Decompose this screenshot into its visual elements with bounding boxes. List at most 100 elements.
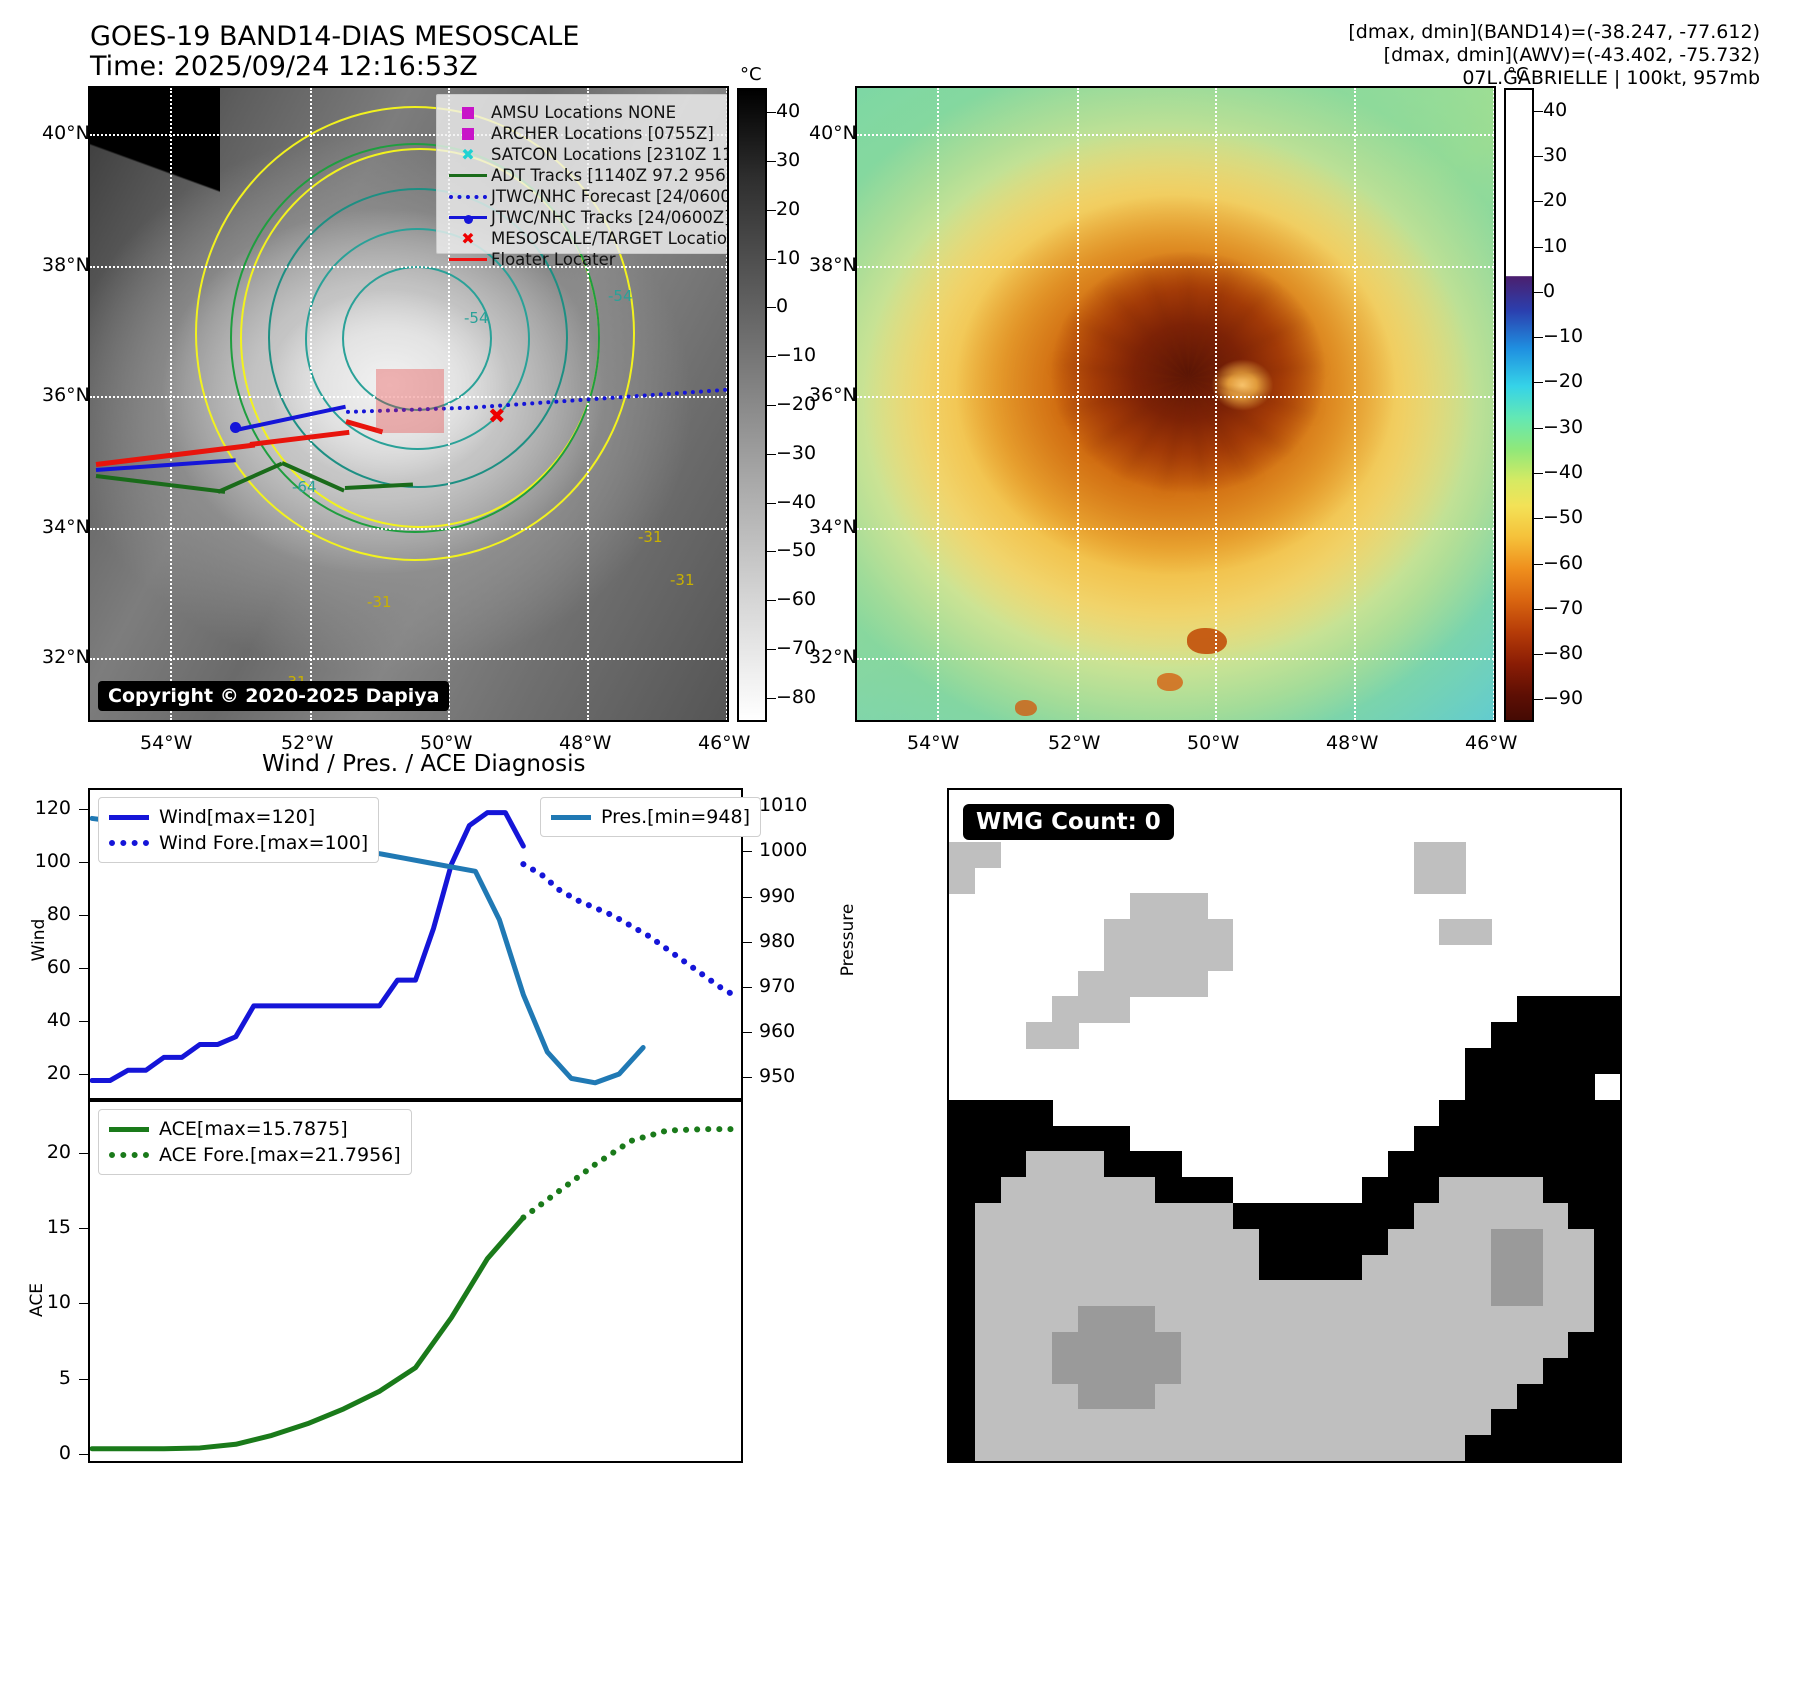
awv-lon-label-50: 50°W xyxy=(1187,732,1240,754)
wmg-cell xyxy=(1542,1073,1569,1101)
ir-gridline-lat-40 xyxy=(90,134,727,136)
axis-tick xyxy=(79,1020,88,1022)
wmg-cell xyxy=(1026,1435,1053,1461)
contour-ring-teal-inner xyxy=(305,228,530,450)
wmg-cell xyxy=(1232,1306,1260,1333)
ir-lat-label-34: 34°N xyxy=(42,516,90,538)
wmg-cell xyxy=(1258,1331,1286,1359)
awv-satellite-panel[interactable] xyxy=(855,86,1496,722)
colorbar-tick-label: −10 xyxy=(776,344,817,367)
legend-label-archer: ARCHER Locations [0755Z] xyxy=(491,124,714,143)
wmg-cell xyxy=(1336,1357,1363,1385)
wmg-cell xyxy=(1155,1202,1182,1230)
wmg-cell xyxy=(1026,1331,1053,1359)
wind-line-icon xyxy=(109,814,159,820)
wmg-cell xyxy=(949,1357,976,1385)
wmg-cell xyxy=(1516,1151,1544,1178)
wmg-cell xyxy=(1103,1383,1131,1410)
axis-tick-label: 5 xyxy=(58,1366,71,1389)
axis-tick xyxy=(79,1073,88,1075)
wmg-cell xyxy=(1103,1357,1131,1385)
wmg-cell xyxy=(1207,919,1234,946)
satcon-x-icon: ✖ xyxy=(461,144,475,164)
wmg-cell xyxy=(1439,1331,1466,1359)
wmg-cell xyxy=(1310,1409,1337,1436)
awv-gridline-lat-36 xyxy=(857,396,1494,398)
wmg-cell xyxy=(1026,1409,1053,1436)
wmg-cell xyxy=(1542,1151,1569,1178)
wmg-cell xyxy=(1594,1202,1620,1230)
colorbar-tick-label: 10 xyxy=(776,246,801,269)
wmg-cell xyxy=(1052,1151,1079,1178)
wmg-cell xyxy=(1129,1409,1157,1436)
colorbar-tick xyxy=(1534,472,1543,474)
wmg-cell xyxy=(1490,1177,1518,1204)
wmg-cell xyxy=(1078,1280,1105,1307)
wmg-cell xyxy=(1516,1202,1544,1230)
wmg-cell xyxy=(974,1280,1002,1307)
wmg-cell xyxy=(1542,1383,1569,1410)
wmg-cell xyxy=(1052,1357,1079,1385)
axis-tick-label: 950 xyxy=(759,1065,796,1088)
wmg-cell xyxy=(1465,1331,1492,1359)
wmg-cell xyxy=(1439,1125,1466,1152)
awv-blob-2 xyxy=(1157,673,1183,691)
colorbar-tick xyxy=(1534,291,1543,293)
pressure-line-icon xyxy=(551,814,601,820)
wmg-cell xyxy=(1542,1435,1569,1461)
colorbar-tick-label: 20 xyxy=(776,197,801,220)
wmg-cell xyxy=(974,1099,1002,1127)
wmg-cell xyxy=(1310,1383,1337,1410)
jtwc-track-point xyxy=(230,422,241,433)
ir-satellite-panel[interactable]: -54 -54 -64 -31 -31 -31 -31 ✖ AMSU Locat… xyxy=(88,86,729,722)
wmg-cell xyxy=(1155,1228,1182,1256)
wmg-cell xyxy=(949,1254,976,1281)
wmg-cell xyxy=(1336,1254,1363,1281)
wmg-cell xyxy=(1413,1151,1440,1178)
wmg-cell xyxy=(1232,1409,1260,1436)
colorbar-tick xyxy=(767,356,776,358)
wmg-cell xyxy=(1284,1228,1311,1256)
wmg-cell xyxy=(1465,1228,1492,1256)
wmg-cell xyxy=(1000,1177,1028,1204)
wmg-cell xyxy=(1232,1435,1260,1461)
wmg-cell xyxy=(1568,1383,1595,1410)
wmg-cell xyxy=(1207,1435,1234,1461)
legend-label-wind-forecast: Wind Fore.[max=100] xyxy=(159,832,369,854)
wmg-cell xyxy=(949,1435,976,1461)
wmg-cell xyxy=(1490,1254,1518,1281)
wmg-cell xyxy=(1155,1409,1182,1436)
wmg-cell xyxy=(1232,1331,1260,1359)
wmg-cell xyxy=(1568,1254,1595,1281)
wmg-cell xyxy=(1155,1435,1182,1461)
wmg-cell xyxy=(1387,1151,1415,1178)
wmg-cell xyxy=(1516,996,1544,1023)
wmg-cell xyxy=(1439,1435,1466,1461)
wmg-cell xyxy=(1387,1409,1415,1436)
wmg-cell xyxy=(1026,1202,1053,1230)
wmg-cell xyxy=(1516,1435,1544,1461)
contour-label-64: -64 xyxy=(292,478,317,496)
wmg-cell xyxy=(1516,1228,1544,1256)
wmg-cell xyxy=(1052,1409,1079,1436)
wmg-cell xyxy=(1413,1383,1440,1410)
series-line xyxy=(90,810,526,1084)
wmg-cell xyxy=(1516,1125,1544,1152)
colorbar-tick-label: −40 xyxy=(776,490,817,513)
wmg-cell xyxy=(1078,1228,1105,1256)
ir-lon-label-52: 52°W xyxy=(281,732,334,754)
wmg-cell xyxy=(1026,1254,1053,1281)
colorbar-tick xyxy=(767,551,776,553)
colorbar-tick-label: −30 xyxy=(1543,415,1584,438)
awv-blob-3 xyxy=(1015,700,1037,716)
wmg-cell xyxy=(1181,1202,1208,1230)
wmg-cell xyxy=(1232,1357,1260,1385)
wmg-mosaic-panel[interactable]: WMG Count: 0 xyxy=(947,788,1622,1463)
awv-lat-label-40: 40°N xyxy=(809,122,857,144)
axis-tick-label: 20 xyxy=(46,1061,71,1084)
wmg-cell xyxy=(1542,1280,1569,1307)
axis-tick-label: 0 xyxy=(58,1441,71,1464)
axis-tick xyxy=(79,1152,88,1154)
awv-gridline-lat-34 xyxy=(857,528,1494,530)
ir-colorbar-title: °C xyxy=(740,64,762,85)
